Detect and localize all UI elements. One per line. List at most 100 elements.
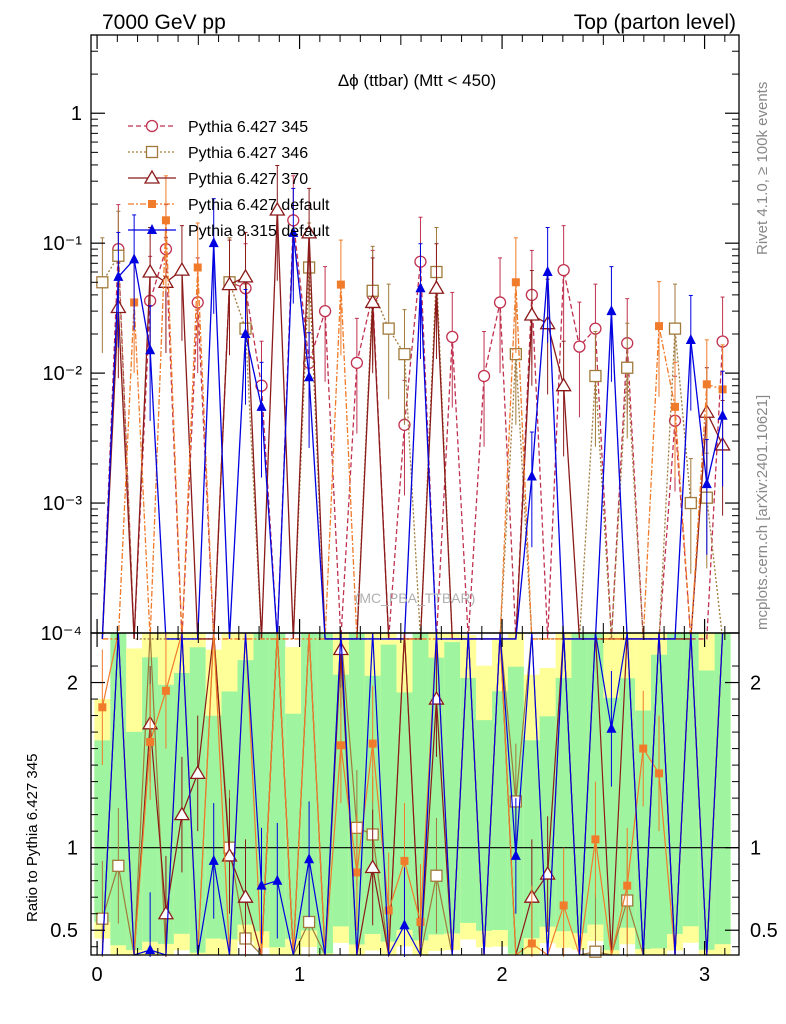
ratio-series-line bbox=[101, 632, 724, 958]
y-tick-label: 10⁻² bbox=[43, 363, 83, 385]
data-point bbox=[701, 478, 712, 489]
ratio-point bbox=[221, 847, 238, 862]
legend-marker bbox=[148, 200, 156, 208]
ratio-point bbox=[559, 901, 568, 910]
data-point bbox=[173, 261, 191, 276]
header-left-label: 7000 GeV pp bbox=[102, 11, 226, 34]
data-point bbox=[208, 237, 219, 248]
header-right-label: Top (parton level) bbox=[574, 11, 736, 34]
legend: Pythia 6.427 345 Pythia 6.427 346 Pythia 6… bbox=[128, 119, 330, 240]
ratio-point bbox=[639, 744, 648, 753]
ratio-point bbox=[606, 722, 617, 733]
data-point bbox=[655, 322, 664, 331]
ratio-point bbox=[416, 917, 425, 926]
series-line bbox=[101, 220, 724, 640]
ratio-point bbox=[237, 888, 254, 903]
ratio-band-inner bbox=[285, 713, 302, 939]
data-point bbox=[523, 306, 540, 321]
legend-label: Pythia 6.427 346 bbox=[188, 145, 308, 162]
y-tick-label: 10⁻³ bbox=[43, 493, 83, 515]
ratio-point bbox=[589, 945, 602, 958]
ratio-point bbox=[189, 765, 206, 780]
ratio-band-inner bbox=[635, 710, 652, 950]
series-line bbox=[101, 209, 724, 640]
ratio-point bbox=[146, 737, 155, 746]
analysis-watermark: (MC_PBA_TTBAR) bbox=[355, 590, 476, 606]
legend-label: Pythia 6.427 370 bbox=[188, 171, 308, 188]
legend-marker bbox=[145, 145, 159, 159]
ratio-band-inner bbox=[460, 678, 477, 923]
ratio-point bbox=[430, 869, 443, 882]
ratio-point bbox=[384, 906, 393, 915]
x-tick-label: 2 bbox=[497, 964, 508, 986]
data-point bbox=[288, 226, 299, 237]
legend-label: Pythia 6.427 345 bbox=[188, 119, 308, 136]
data-point bbox=[685, 333, 696, 344]
ratio-band-inner bbox=[667, 633, 684, 934]
y-tick-label: 10⁻¹ bbox=[43, 233, 83, 255]
ratio-point bbox=[304, 853, 315, 864]
data-point bbox=[129, 253, 140, 264]
data-point bbox=[193, 263, 202, 272]
ratio-point bbox=[510, 849, 521, 860]
ratio-point bbox=[655, 769, 664, 778]
data-point bbox=[526, 470, 537, 481]
data-point bbox=[555, 377, 572, 392]
data-point bbox=[606, 305, 617, 316]
axes: 1 10⁻¹ 10⁻² 10⁻³ 10⁻⁴ 2 2 1 1 0.5 0.5 0 1 2 3 bbox=[41, 34, 778, 986]
data-point bbox=[557, 264, 570, 277]
ratio-point bbox=[368, 739, 377, 748]
data-point bbox=[446, 330, 459, 344]
x-tick-label: 1 bbox=[294, 964, 305, 986]
legend-entry: Pythia 6.427 346 bbox=[128, 145, 308, 162]
ratio-y-tick-label-right: 2 bbox=[750, 673, 761, 695]
data-point bbox=[256, 400, 267, 411]
ratio-band-inner bbox=[555, 677, 572, 932]
ratio-point bbox=[399, 919, 410, 930]
ratio-band-inner bbox=[492, 691, 509, 930]
ratio-pythia-6-427-default bbox=[98, 632, 724, 957]
data-point bbox=[702, 380, 711, 389]
ratio-point bbox=[157, 905, 175, 920]
ratio-band-inner bbox=[444, 642, 461, 934]
ratio-point bbox=[272, 874, 283, 885]
ratio-y-tick-label-left: 1 bbox=[67, 838, 78, 860]
data-point bbox=[221, 276, 238, 291]
ratio-y-axis-label: Ratio to Pythia 6.427 345 bbox=[24, 754, 41, 922]
ratio-point bbox=[208, 854, 219, 865]
ratio-point bbox=[352, 868, 361, 877]
ratio-y-tick-label-right: 1 bbox=[750, 838, 761, 860]
legend-label: Pythia 6.427 default bbox=[188, 197, 330, 214]
ratio-point bbox=[623, 881, 632, 890]
data-point bbox=[493, 296, 507, 309]
ratio-band-inner bbox=[523, 740, 540, 939]
mcplots-label: mcplots.cern.ch [arXiv:2401.10621] bbox=[754, 395, 771, 630]
ratio-point bbox=[591, 835, 600, 844]
ratio-point bbox=[256, 879, 267, 890]
ratio-y-tick-label-right: 0.5 bbox=[750, 920, 778, 942]
y-tick-label: 1 bbox=[71, 103, 82, 125]
ratio-band-inner bbox=[317, 633, 334, 954]
data-point bbox=[428, 279, 445, 294]
data-point bbox=[350, 356, 364, 369]
ratio-point bbox=[400, 856, 409, 865]
legend-marker bbox=[143, 169, 161, 184]
data-point bbox=[240, 328, 251, 338]
series-pythia-8-315-default bbox=[101, 187, 728, 640]
data-point bbox=[589, 369, 602, 383]
ratio-pythia-8-315-default bbox=[101, 632, 724, 958]
ratio-uncertainty-bands bbox=[91, 633, 739, 955]
data-point bbox=[300, 224, 318, 239]
ratio-band-inner bbox=[476, 720, 493, 931]
ratio-point bbox=[96, 912, 109, 925]
ratio-series-line bbox=[101, 632, 724, 956]
ratio-band-inner bbox=[698, 670, 715, 950]
ratio-point bbox=[145, 944, 156, 955]
ratio-point bbox=[302, 915, 316, 929]
legend-entry: Pythia 8.315 default bbox=[128, 223, 330, 240]
series-line bbox=[101, 253, 724, 640]
legend-entry: Pythia 6.427 370 bbox=[128, 169, 308, 188]
rivet-version-label: Rivet 4.1.0, ≥ 100k events bbox=[754, 82, 771, 255]
ratio-point bbox=[527, 939, 536, 948]
